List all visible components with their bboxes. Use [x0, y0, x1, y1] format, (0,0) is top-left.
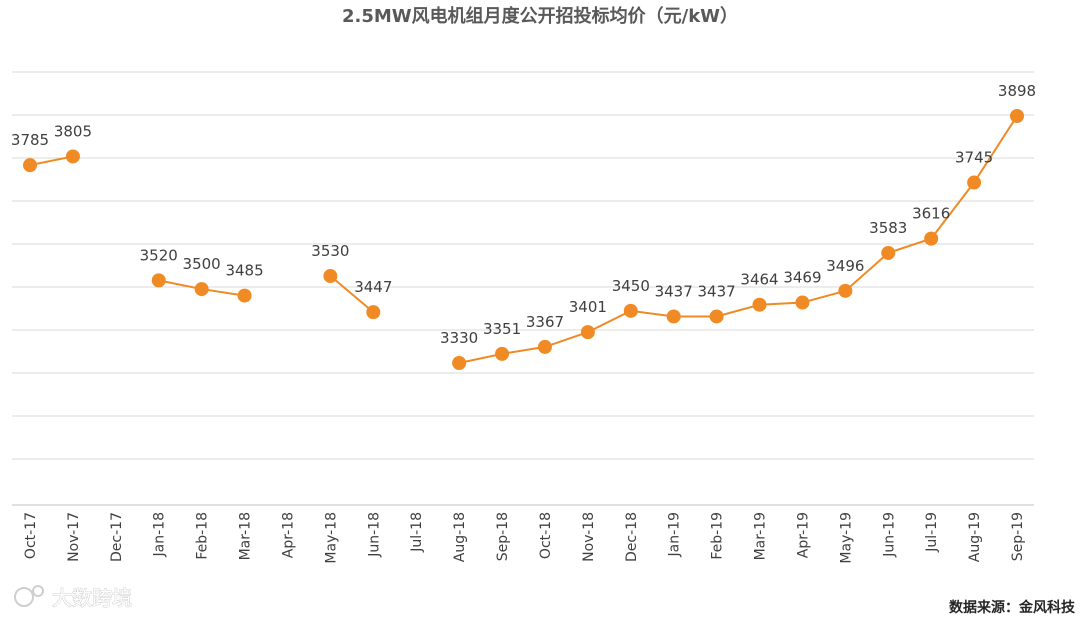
gridlines — [12, 71, 1034, 506]
x-tick-label: Oct-18 — [538, 512, 554, 559]
data-point-Jun-18 — [366, 305, 381, 320]
data-point-Oct-17 — [23, 158, 37, 173]
x-tick-label: Feb-18 — [195, 512, 211, 560]
x-tick-label: Jun-19 — [881, 512, 897, 558]
data-point-Oct-18 — [537, 339, 552, 354]
data-label-Oct-18: 3367 — [526, 313, 564, 331]
watermark-logo-icon — [14, 587, 34, 607]
data-label-Sep-18: 3351 — [483, 320, 521, 338]
x-tick-label: Jan-18 — [152, 512, 168, 557]
data-label-May-18: 3530 — [311, 242, 349, 260]
data-point-Jun-19 — [881, 245, 896, 260]
data-label-May-19: 3496 — [826, 257, 864, 275]
data-point-Aug-18 — [452, 356, 467, 370]
x-tick-label: Dec-18 — [624, 512, 640, 562]
x-tick-label: Jun-18 — [366, 512, 382, 558]
data-point-Nov-17 — [65, 149, 80, 164]
series-line — [29, 115, 1018, 364]
source-note: 数据来源：金风科技 — [949, 599, 1076, 616]
x-tick-label: Sep-19 — [1010, 512, 1026, 561]
watermark-text: 大数跨境 — [52, 586, 132, 610]
data-label-Mar-19: 3464 — [740, 271, 778, 289]
x-tick-label: Jan-19 — [667, 512, 683, 557]
data-label-Sep-19: 3898 — [998, 82, 1036, 100]
data-label-Feb-18: 3500 — [183, 255, 221, 273]
x-tick-label: Apr-19 — [795, 512, 811, 558]
data-points — [23, 109, 1024, 370]
data-label-Mar-18: 3485 — [225, 262, 263, 280]
data-label-Jan-18: 3520 — [140, 246, 178, 264]
x-tick-label: Jul-19 — [924, 512, 940, 553]
data-label-Jun-18: 3447 — [354, 278, 392, 296]
x-tick-label: Nov-18 — [581, 512, 597, 562]
data-point-Feb-18 — [194, 282, 209, 297]
x-tick-label: Sep-18 — [495, 512, 511, 561]
data-point-May-18 — [323, 269, 338, 284]
series-segment — [29, 155, 74, 167]
data-point-Aug-19 — [967, 175, 982, 190]
x-tick-label: Mar-19 — [753, 512, 769, 560]
series-segment — [329, 275, 374, 313]
x-tick-label: Aug-18 — [452, 512, 468, 562]
data-point-Apr-19 — [795, 295, 810, 310]
data-point-Jan-18 — [151, 273, 166, 288]
x-axis-ticks: Oct-17 Nov-17 Dec-17 Jan-18 Feb-18 Mar-18 Apr-… — [23, 512, 1026, 564]
x-tick-label: Nov-17 — [66, 512, 82, 562]
data-point-Mar-18 — [237, 288, 252, 303]
x-tick-label: May-18 — [323, 512, 339, 564]
data-label-Aug-18: 3330 — [440, 329, 478, 347]
x-tick-label: Mar-18 — [238, 512, 254, 560]
data-point-Jan-19 — [666, 309, 681, 324]
data-label-Jun-19: 3583 — [869, 219, 907, 237]
data-label-Aug-19: 3745 — [955, 149, 993, 167]
data-point-Dec-18 — [623, 303, 638, 318]
data-point-Sep-18 — [495, 346, 510, 361]
data-label-Apr-19: 3469 — [783, 269, 821, 287]
series-segment — [458, 115, 1018, 364]
x-tick-label: Feb-19 — [710, 512, 726, 560]
data-point-Feb-19 — [709, 309, 724, 324]
data-point-Jul-19 — [924, 231, 939, 246]
data-point-Mar-19 — [752, 297, 767, 312]
data-point-Sep-19 — [1010, 109, 1024, 123]
data-label-Jan-19: 3437 — [655, 282, 693, 300]
x-tick-label: Apr-18 — [280, 512, 296, 558]
data-label-Dec-18: 3450 — [612, 277, 650, 295]
data-point-May-19 — [838, 283, 853, 298]
x-tick-label: May-19 — [838, 512, 854, 564]
data-label-Jul-19: 3616 — [912, 205, 950, 223]
x-tick-label: Dec-17 — [109, 512, 125, 562]
data-point-Nov-18 — [580, 325, 595, 340]
data-label-Oct-17: 3785 — [11, 131, 49, 149]
x-tick-label: Aug-19 — [967, 512, 983, 562]
x-tick-label: Oct-17 — [23, 512, 39, 559]
data-label-Nov-17: 3805 — [54, 122, 92, 140]
chart-title: 2.5MW风电机组月度公开招投标均价（元/kW） — [342, 5, 738, 27]
data-label-Nov-18: 3401 — [569, 298, 607, 316]
data-label-Feb-19: 3437 — [698, 282, 736, 300]
data-labels: 3785 3805 3520 3500 3485 3530 3447 3330 3351 3367… — [11, 82, 1036, 347]
watermark: 大数跨境 — [14, 585, 133, 611]
x-tick-label: Jul-18 — [409, 512, 425, 553]
